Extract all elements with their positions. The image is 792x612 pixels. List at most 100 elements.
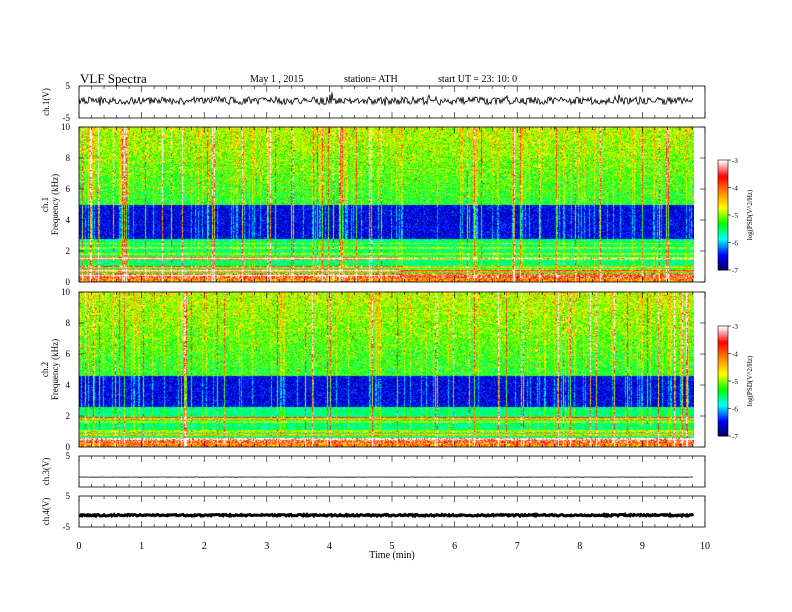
colorbar-segment [718,390,728,393]
colorbar-segment [718,191,728,194]
colorbar-segment [718,187,728,190]
colorbar-segment [718,253,728,256]
colorbar-segment [718,227,728,231]
colorbar-segment [718,370,728,373]
ch3-ytick-label: 5 [66,451,71,461]
colorbar-tick-label: -3 [732,157,738,165]
colorbar-segment [718,167,728,170]
colorbar-segment [718,417,728,420]
colorbar-segment [718,205,728,209]
colorbar-tick-label: -7 [732,433,738,441]
ch2-spec-ytick-label: 0 [66,442,71,452]
colorbar-segment [718,218,728,221]
colorbar-segment [718,180,728,183]
colorbar-segment [718,419,728,422]
colorbar-segment [718,340,728,343]
ch2-spec-ytick-label: 2 [66,411,71,421]
ch2-spec-ytick-label: 10 [61,287,71,297]
colorbar-segment [718,251,728,254]
colorbar-tick-label: -5 [732,212,738,220]
colorbar-segment [718,244,728,247]
colorbar-segment [718,432,728,435]
colorbar-segment [718,386,728,389]
xtick-label: 3 [264,541,269,552]
colorbar-segment [718,169,728,172]
colorbar-segment [718,161,728,165]
colorbar-segment [718,196,728,199]
colorbar-segment [718,379,728,382]
xtick-label: 6 [452,541,457,552]
colorbar-segment [718,351,728,354]
colorbar-segment [718,337,728,340]
colorbar-segment [718,174,728,177]
date-label: May 1 , 2015 [250,74,304,85]
colorbar-segment [718,326,728,329]
ch1-spec-ytick-label: 2 [66,246,71,256]
colorbar-segment [718,237,728,240]
axes-layer: ch.1(V)5-5ch.3(V)5ch.4(V)5-5ch.1 Frequenc… [40,81,754,561]
colorbar-segment [718,381,728,384]
colorbar-segment [718,329,728,332]
colorbar-segment [718,349,728,353]
colorbar-segment [718,204,728,207]
colorbar-label: log(PSD(V^2/Hz) [746,189,754,240]
colorbar-segment [718,194,728,198]
ch1-spec-ytick-label: 4 [66,215,71,225]
ch1-spec-ytick-label: 10 [61,122,71,132]
ch2-spec-raster [79,292,694,447]
ch3-ylabel: ch.3(V) [41,458,51,486]
colorbar-segment [718,160,728,163]
colorbar-segment [718,264,728,267]
colorbar-segment [718,249,728,253]
colorbar-segment [718,401,728,404]
colorbar-segment [718,268,728,271]
colorbar-segment [718,193,728,196]
colorbar-segment [718,357,728,360]
colorbar-segment [718,165,728,168]
colorbar-segment [718,362,728,365]
colorbar-segment [718,178,728,181]
colorbar-segment [718,410,728,413]
colorbar-segment [718,182,728,185]
chart-title: VLF Spectra [80,71,147,86]
colorbar-segment [718,355,728,358]
colorbar-segment [718,171,728,174]
colorbar-segment [718,327,728,331]
colorbar-segment [718,255,728,258]
ch1-spec-ytick-label: 6 [66,184,71,194]
colorbar-segment [718,231,728,234]
start-time-label: start UT = 23: 10: 0 [438,74,518,85]
colorbar-segment [718,198,728,201]
colorbar-segment [718,412,728,415]
colorbar-tick-label: -4 [732,351,738,359]
colorbar-segment [718,338,728,342]
colorbar-segment [718,266,728,269]
colorbar-segment [718,397,728,400]
ch1-ylabel: ch.1(V) [41,88,51,116]
colorbar-segment [718,207,728,210]
colorbar-segment [718,425,728,428]
colorbar-segment [718,220,728,223]
colorbar-segment [718,242,728,245]
ch4-ytick-label: 5 [66,491,71,501]
colorbar-segment [718,163,728,166]
colorbar-segment [718,172,728,176]
colorbar-segment [718,200,728,203]
colorbar-segment [718,213,728,216]
colorbar-segment [718,248,728,251]
colorbar-segment [718,359,728,362]
colorbar-segment [718,392,728,395]
colorbar-segment [718,360,728,364]
colorbar-segment [718,393,728,397]
colorbar-tick-label: -7 [732,267,738,275]
ch4-ylabel: ch.4(V) [41,498,51,526]
ch1-spec-ylabel: Frequency (kHz) [50,174,60,235]
colorbar-segment [718,246,728,249]
colorbar-segment [718,185,728,188]
colorbar-segment [718,262,728,265]
colorbar-segment [718,215,728,218]
colorbar-segment [718,415,728,419]
colorbar-segment [718,382,728,386]
xtick-label: 10 [700,541,710,552]
colorbar-segment [718,183,728,187]
